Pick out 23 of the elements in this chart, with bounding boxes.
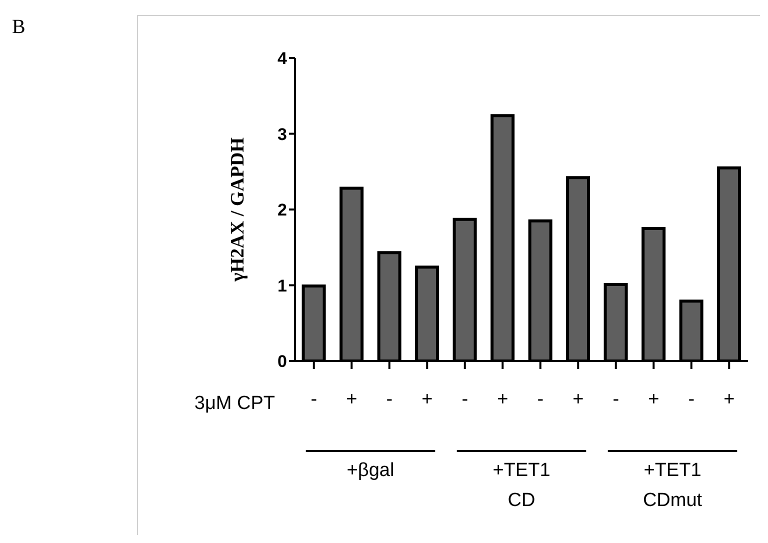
x-tick-label: - (612, 389, 620, 410)
text: B (12, 16, 26, 39)
x-tick-label: - (688, 389, 695, 410)
text: 3μM CPT (194, 393, 276, 414)
text: +TET1 CDmut (642, 460, 703, 511)
x-tick-label: + (648, 389, 660, 410)
x-tick-label: + (724, 389, 735, 410)
text: +βgal (346, 460, 394, 481)
y-tick-label: 4 (278, 49, 288, 68)
y-tick-label: 3 (278, 124, 287, 144)
y-axis-title: γH2AX / GAPDH (228, 137, 249, 282)
x-tick-label: + (422, 389, 433, 410)
x-tick-label: - (537, 389, 544, 410)
y-tick-label: 1 (278, 276, 287, 296)
x-tick-label: + (572, 389, 584, 410)
y-tick-label: 0 (278, 352, 287, 372)
x-tick-label: - (462, 389, 468, 410)
y-tick-label: 2 (278, 200, 287, 220)
text: +TET1 CD (492, 460, 550, 511)
x-tick-label: - (310, 389, 318, 410)
x-tick-label: - (386, 389, 393, 410)
x-tick-label: + (346, 389, 358, 410)
x-tick-label: + (497, 389, 508, 410)
